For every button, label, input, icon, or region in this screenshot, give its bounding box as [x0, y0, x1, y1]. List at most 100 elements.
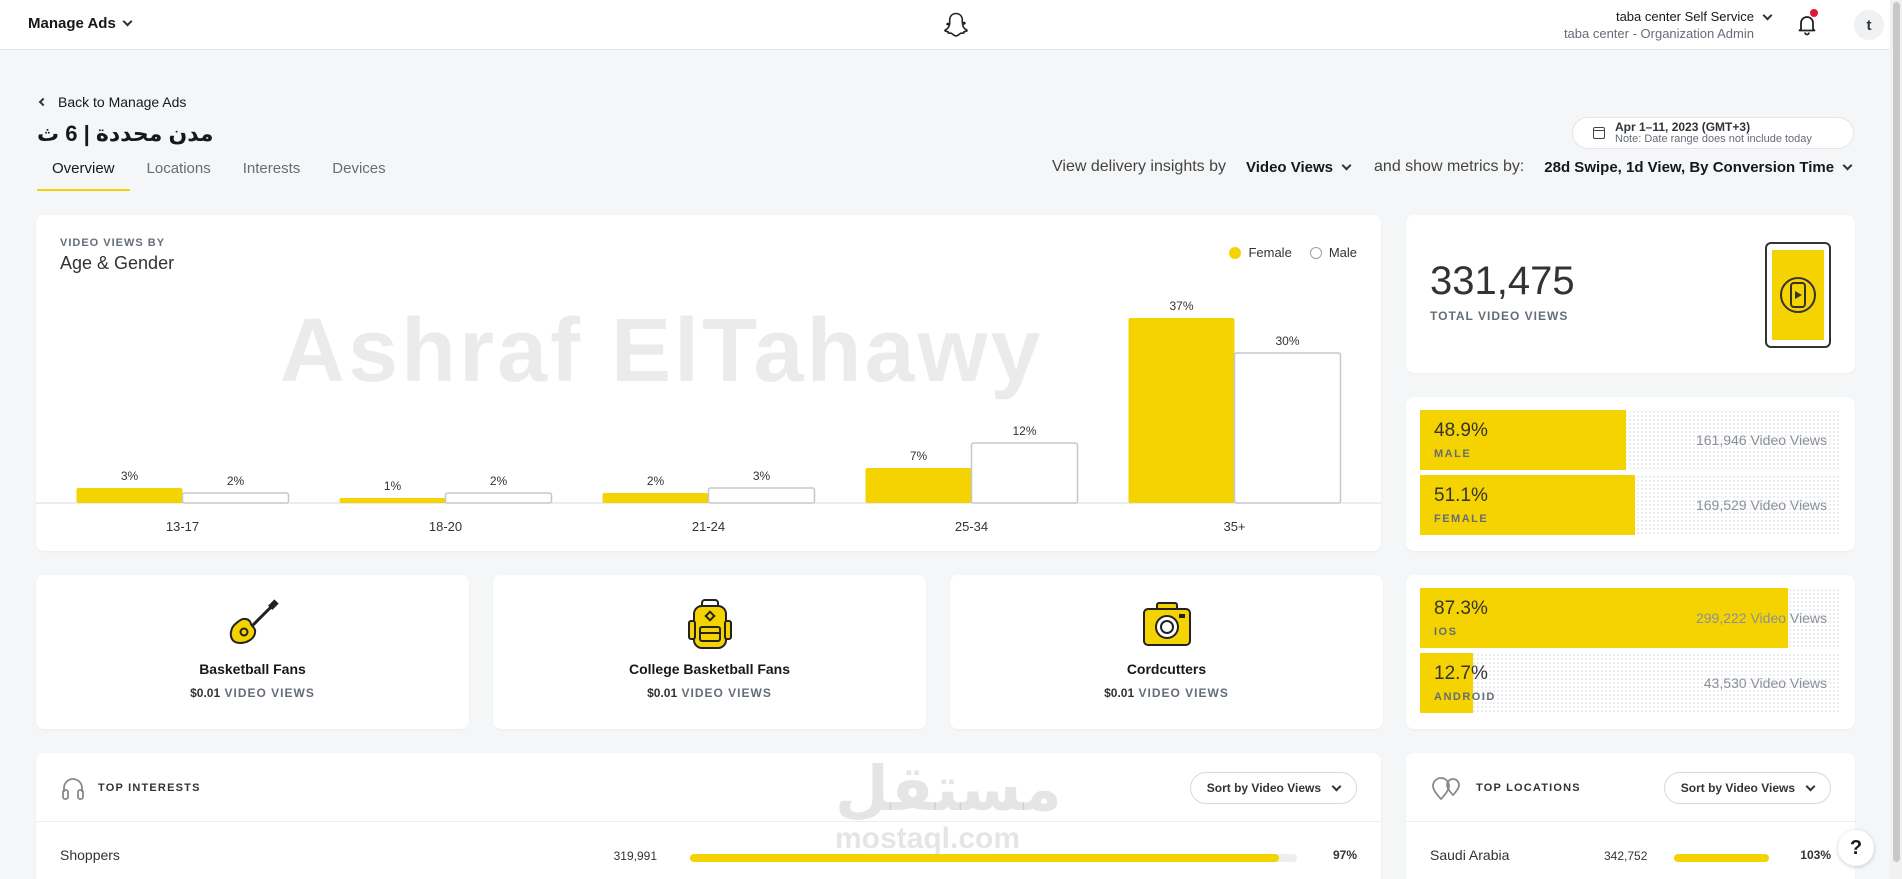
chevron-down-icon[interactable]	[1762, 10, 1773, 21]
chevron-down-icon	[122, 16, 133, 27]
legend-male[interactable]: Male	[1309, 245, 1357, 260]
interest-pct: 97%	[1332, 848, 1357, 862]
os-ios-pct: 87.3%	[1434, 598, 1488, 619]
gender-male-pct: 48.9%	[1434, 420, 1488, 441]
app-menu-button[interactable]: Manage Ads	[28, 15, 133, 32]
bar-male-13-17	[181, 492, 290, 504]
age-gender-chart-card: VIDEO VIEWS BY Age & Gender Female Male …	[36, 215, 1381, 551]
interest-name: Shoppers	[60, 847, 120, 863]
top-interests-header: TOP INTERESTS	[60, 775, 201, 801]
data-label-female-25-34: 7%	[910, 449, 928, 463]
x-tick-label-21-24: 21-24	[692, 519, 725, 534]
location-pct: 103%	[1800, 848, 1831, 862]
os-android-views: 43,530 Video Views	[1703, 675, 1827, 691]
os-ios-bar	[1420, 588, 1788, 648]
gender-row-female: 51.1% FEMALE 169,529 Video Views	[1420, 475, 1841, 535]
date-range-note: Note: Date range does not include today	[1615, 133, 1812, 145]
chart-legend: Female Male	[1229, 245, 1357, 260]
os-android-label: ANDROID	[1434, 691, 1496, 703]
bar-female-18-20	[339, 498, 446, 503]
interest-count: 319,991	[613, 849, 657, 863]
attribution-value: 28d Swipe, 1d View, By Conversion Time	[1544, 158, 1835, 176]
location-pin-icon	[1432, 777, 1460, 801]
gender-female-label: FEMALE	[1434, 513, 1489, 525]
bar-male-18-20	[444, 492, 553, 504]
calendar-icon	[1593, 127, 1605, 139]
sort-locations-dropdown[interactable]: Sort by Video Views	[1663, 772, 1831, 804]
interest-card-basketball-fans[interactable]: Basketball Fans $0.01 VIDEO VIEWS	[36, 575, 469, 729]
data-label-female-13-17: 3%	[121, 469, 139, 483]
delivery-label: View delivery insights by	[1052, 158, 1227, 175]
os-row-ios: 87.3% IOS 299,222 Video Views	[1420, 588, 1841, 648]
tab-interests[interactable]: Interests	[242, 160, 301, 177]
app-menu-label: Manage Ads	[28, 15, 116, 32]
gender-split-card: 48.9% MALE 161,946 Video Views 51.1% FEM…	[1406, 397, 1855, 551]
delivery-insights-controls: View delivery insights by Video Views an…	[1052, 158, 1863, 176]
back-label: Back to Manage Ads	[58, 94, 187, 110]
x-tick-label-18-20: 18-20	[429, 519, 462, 534]
account-role: taba center - Organization Admin	[1563, 26, 1754, 41]
notification-dot	[1810, 9, 1818, 17]
data-label-female-35+: 37%	[1169, 299, 1193, 313]
sort-interests-dropdown[interactable]: Sort by Video Views	[1189, 772, 1357, 804]
attribution-select[interactable]: 28d Swipe, 1d View, By Conversion Time	[1544, 158, 1853, 176]
top-locations-title: TOP LOCATIONS	[1476, 782, 1581, 794]
list-item[interactable]: Saudi Arabia 342,752 103%	[1430, 847, 1831, 863]
tab-devices[interactable]: Devices	[332, 160, 386, 177]
phone-video-icon	[1765, 242, 1831, 348]
metrics-label: and show metrics by:	[1374, 158, 1525, 175]
divider	[1406, 821, 1855, 822]
tab-overview[interactable]: Overview	[37, 158, 130, 191]
headphones-icon	[62, 778, 84, 800]
back-to-manage-ads-link[interactable]: Back to Manage Ads	[38, 94, 187, 110]
chevron-left-icon	[38, 97, 48, 107]
data-label-male-18-20: 2%	[490, 474, 508, 488]
gender-male-views: 161,946 Video Views	[1695, 432, 1827, 448]
help-icon[interactable]: ?	[1838, 830, 1874, 866]
data-label-female-21-24: 2%	[647, 474, 665, 488]
data-label-male-21-24: 3%	[753, 469, 771, 483]
total-video-views-label: TOTAL VIDEO VIEWS	[1430, 309, 1569, 323]
interest-card-cordcutters[interactable]: Cordcutters $0.01 VIDEO VIEWS	[950, 575, 1383, 729]
top-interests-card: TOP INTERESTS Sort by Video Views Shoppe…	[36, 753, 1381, 879]
x-tick-label-13-17: 13-17	[166, 519, 199, 534]
data-label-male-13-17: 2%	[227, 474, 245, 488]
chevron-down-icon	[1842, 160, 1853, 170]
interest-card-name: Cordcutters	[1126, 661, 1207, 677]
avatar[interactable]: t	[1854, 10, 1884, 40]
snapchat-ghost-icon[interactable]	[944, 12, 968, 38]
legend-swatch-male	[1309, 246, 1322, 259]
gender-row-male: 48.9% MALE 161,946 Video Views	[1420, 410, 1841, 470]
bar-female-13-17	[76, 488, 183, 503]
list-item[interactable]: Shoppers 319,991 97%	[60, 847, 1357, 863]
tab-bar: Overview Locations Interests Devices	[37, 158, 403, 191]
page-scrollbar[interactable]	[1890, 0, 1902, 879]
gender-female-pct: 51.1%	[1434, 485, 1488, 506]
scrollbar-thumb[interactable]	[1893, 2, 1900, 862]
notifications-bell-icon[interactable]	[1795, 9, 1819, 36]
interest-card-college-basketball-fans[interactable]: College Basketball Fans $0.01 VIDEO VIEW…	[493, 575, 926, 729]
chevron-down-icon	[1341, 160, 1352, 170]
chevron-down-icon	[1331, 781, 1342, 791]
bar-male-35+	[1233, 352, 1342, 504]
gender-female-views: 169,529 Video Views	[1695, 497, 1827, 513]
interest-card-name: Basketball Fans	[199, 661, 306, 677]
data-label-male-25-34: 12%	[1012, 424, 1036, 438]
account-switcher[interactable]: taba center Self Service taba center - O…	[1564, 8, 1754, 42]
delivery-metric-select[interactable]: Video Views	[1246, 159, 1352, 176]
age-gender-bar-chart: 3% 2% 13-17 1% 2% 18-20 2% 3% 21-24 7% 12% 25-34 37%…	[36, 299, 1381, 534]
legend-female[interactable]: Female	[1229, 245, 1292, 260]
interest-card-price: $0.01 VIDEO VIEWS	[1104, 686, 1229, 700]
sort-interests-label: Sort by Video Views	[1206, 781, 1321, 795]
date-range-picker[interactable]: Apr 1–11, 2023 (GMT+3) Note: Date range …	[1572, 117, 1854, 149]
legend-female-label: Female	[1248, 245, 1292, 260]
total-video-views-value: 331,475	[1430, 259, 1575, 303]
tab-locations[interactable]: Locations	[146, 160, 211, 177]
total-video-views-card: 331,475 TOTAL VIDEO VIEWS	[1406, 215, 1855, 373]
os-ios-views: 299,222 Video Views	[1695, 610, 1827, 626]
os-android-pct: 12.7%	[1434, 663, 1488, 684]
top-locations-header: TOP LOCATIONS	[1430, 775, 1581, 801]
bar-female-25-34	[865, 468, 972, 503]
os-split-card: 87.3% IOS 299,222 Video Views 12.7% ANDR…	[1406, 575, 1855, 729]
os-android-bar	[1420, 653, 1474, 713]
